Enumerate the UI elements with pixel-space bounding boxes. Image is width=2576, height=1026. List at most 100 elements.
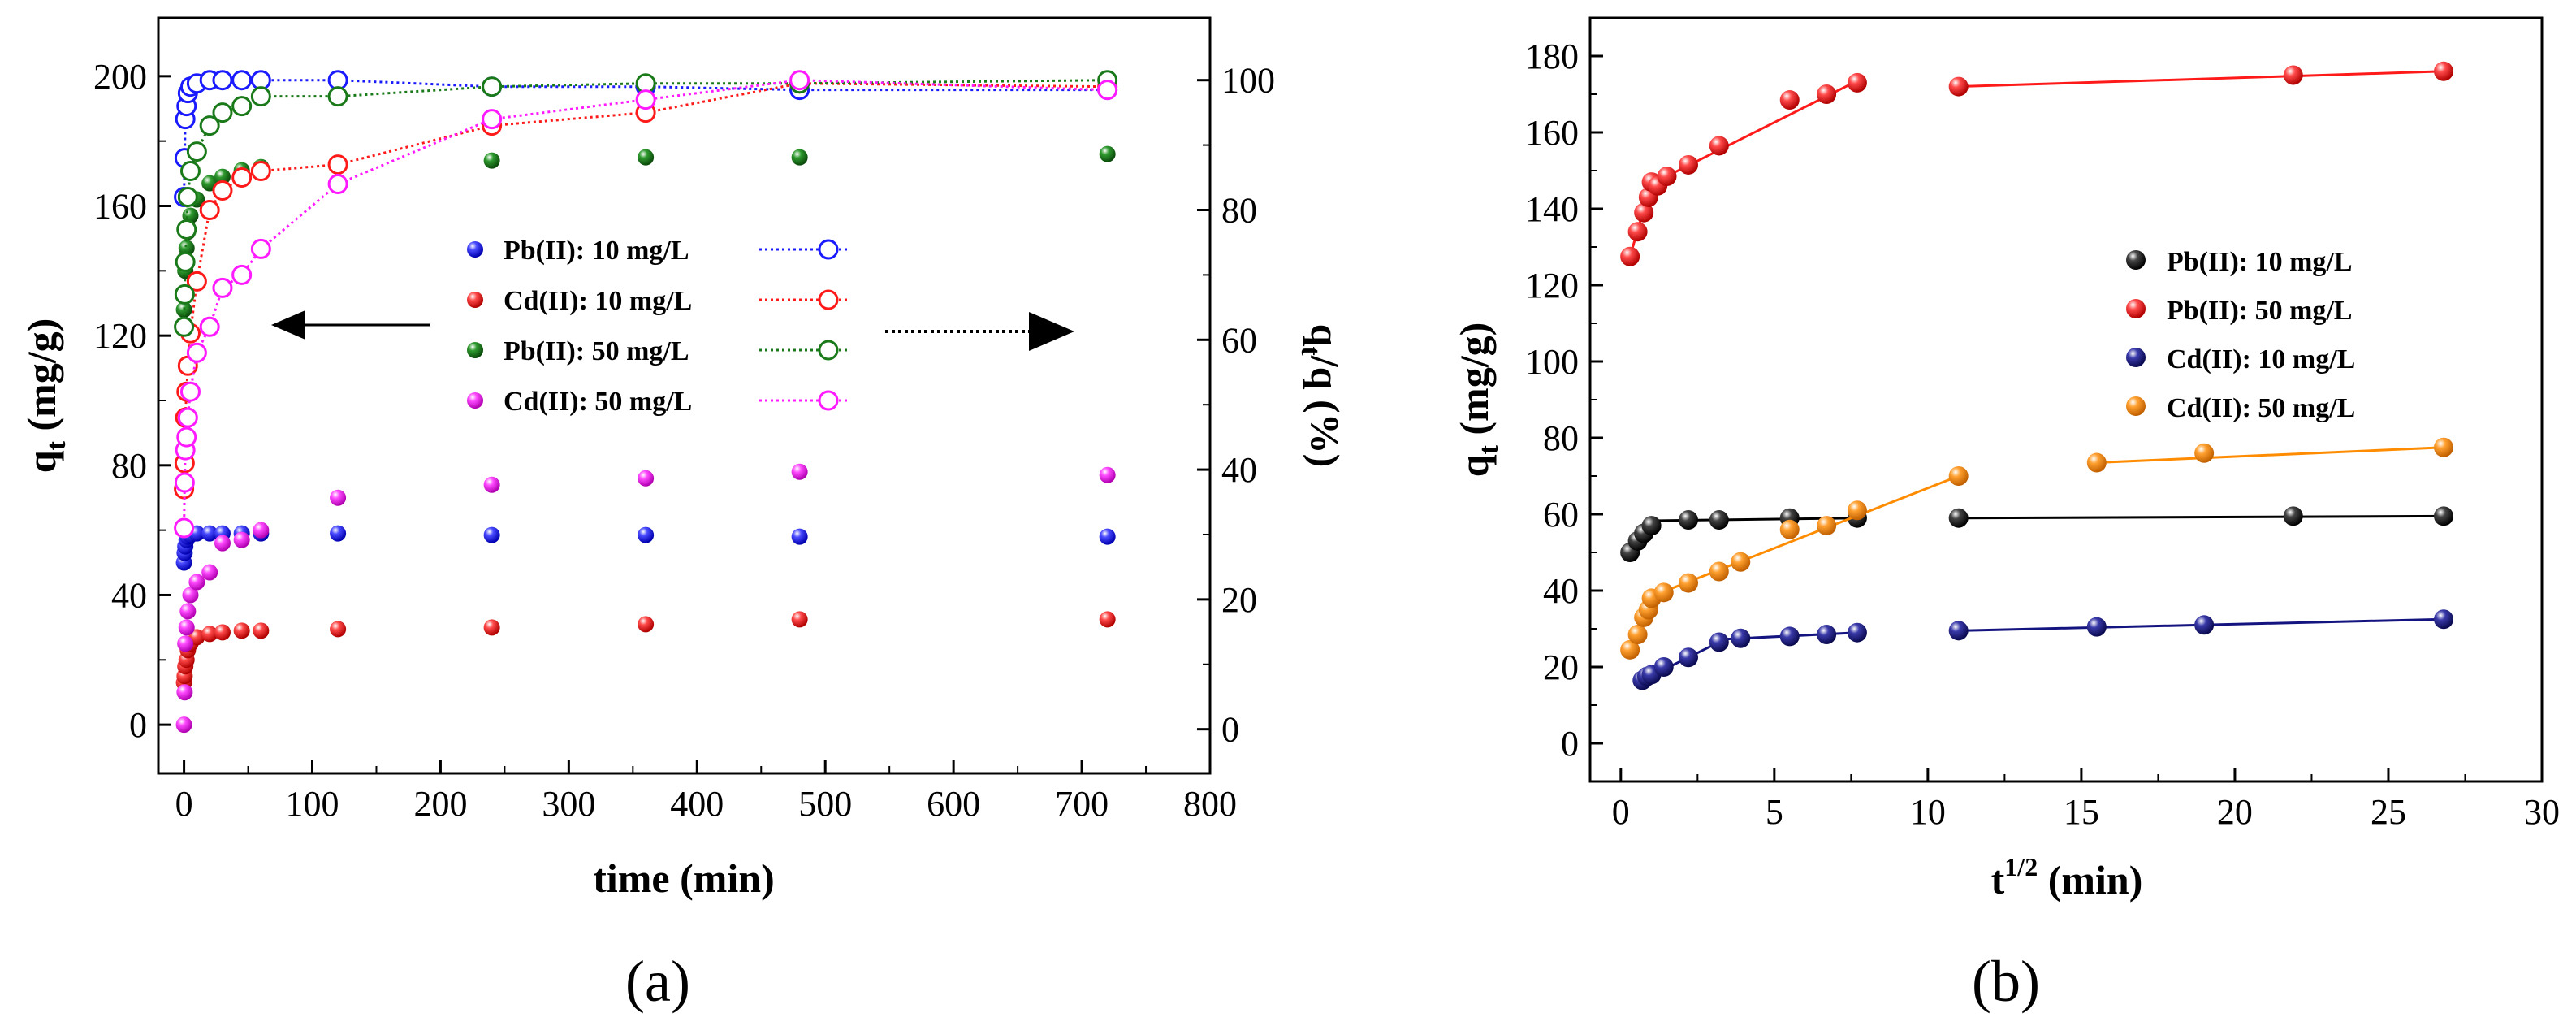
- panel-b-x-tick-label: 30: [2524, 792, 2560, 832]
- panel-a-data-point: [186, 141, 207, 162]
- legend-label-pb50: Pb(II): 50 mg/L: [504, 336, 689, 366]
- panel-a-series-1: [175, 611, 1116, 691]
- panel-a-data-point: [212, 277, 233, 298]
- legend-open-marker-cd50: [818, 390, 839, 411]
- panel-a-data-point: [176, 219, 197, 240]
- legend-marker-cd10: [467, 292, 483, 308]
- panel-a-data-point: [186, 342, 207, 363]
- panel-b-data-point: [1657, 167, 1677, 187]
- panel-b-data-point: [1847, 500, 1867, 521]
- panel-b-data-point: [1653, 582, 1674, 603]
- panel-b-y-tick-label: 160: [1525, 113, 1579, 153]
- panel-a-data-point: [175, 251, 196, 272]
- panel-b-data-point: [1678, 154, 1698, 175]
- panel-b-data-point: [1948, 508, 1969, 528]
- panel-b-y-tick-label: 20: [1543, 647, 1579, 687]
- panel-a-data-point: [327, 174, 348, 195]
- legend-label-b-pb50: Pb(II): 50 mg/L: [2167, 296, 2353, 326]
- panel-a-data-point: [327, 86, 348, 107]
- legend-marker-pb10: [467, 241, 483, 258]
- panel-a-data-point: [182, 587, 199, 604]
- panel-a-data-point: [638, 149, 655, 166]
- panel-b-data-point: [1948, 76, 1969, 97]
- panel-b-data-point: [1678, 573, 1698, 593]
- panel-b-data-point: [1817, 516, 1837, 536]
- panel-a-data-point: [174, 284, 195, 305]
- panel-a-data-point: [791, 611, 808, 628]
- legend-label-b-pb10: Pb(II): 10 mg/L: [2167, 247, 2353, 277]
- panel-b-data-point: [1653, 657, 1674, 677]
- panel-b-label: (b): [1972, 949, 2040, 1014]
- panel-b-data-point: [1779, 90, 1800, 110]
- panel-a-data-point: [188, 574, 205, 591]
- panel-b-fit-line: [1958, 514, 2444, 520]
- panel-a-data-point: [212, 70, 233, 91]
- panel-a-data-point: [177, 187, 198, 208]
- panel-a-data-point: [175, 716, 192, 734]
- panel-a-data-point: [199, 316, 220, 337]
- panel-a-data-point: [638, 526, 655, 543]
- panel-b-y-tick-label: 180: [1525, 37, 1579, 76]
- panel-a-chart: 0 100 200 300 400 500 600 700 800 0 40 80 120 160 200 0…: [19, 16, 1348, 1014]
- panel-a-data-point: [1099, 611, 1116, 628]
- panel-a-x-tick-label: 0: [175, 784, 193, 824]
- panel-a-y2-tick-label: 80: [1221, 190, 1257, 230]
- panel-a-data-point: [214, 624, 231, 641]
- panel-a-data-point: [233, 622, 250, 639]
- panel-a-data-point: [1099, 466, 1116, 483]
- panel-b-series-3: [1620, 437, 2454, 660]
- panel-b-x-tick-label: 15: [2064, 792, 2099, 832]
- panel-a-x-axis-title: time (min): [593, 855, 775, 901]
- panel-b-data-point: [1779, 626, 1800, 647]
- panel-a-data-point: [212, 102, 233, 123]
- panel-a-x-tick-label: 800: [1183, 784, 1237, 824]
- panel-a-data-point: [214, 168, 231, 185]
- panel-b-y-tick-label: 120: [1525, 266, 1579, 305]
- panel-a-y2-tick-label: 40: [1221, 450, 1257, 490]
- panel-a-data-point: [250, 161, 271, 182]
- panel-b-y-tick-label: 100: [1525, 342, 1579, 382]
- panel-b-data-point: [2434, 506, 2454, 526]
- panel-b-y-tick-label: 140: [1525, 189, 1579, 229]
- panel-a-data-point: [483, 619, 500, 636]
- panel-b-y-tick-label: 80: [1543, 418, 1579, 458]
- panel-b-data-point: [1817, 625, 1837, 645]
- panel-b-data-point: [1709, 510, 1729, 530]
- panel-a-y2-tick-label: 0: [1221, 710, 1239, 750]
- panel-a-data-point: [482, 76, 503, 97]
- panel-b-data-point: [2086, 452, 2107, 473]
- panel-b-x-tick-label: 25: [2371, 792, 2406, 832]
- panel-b-data-point: [1641, 516, 1662, 536]
- panel-a-data-point: [201, 626, 218, 643]
- panel-b-data-point: [1709, 561, 1729, 582]
- panel-b-legend: Pb(II): 10 mg/L Pb(II): 50 mg/L Cd(II): …: [2126, 247, 2355, 423]
- panel-a-data-point: [176, 426, 197, 448]
- panel-b-data-point: [1620, 639, 1640, 660]
- panel-a-data-point: [174, 472, 195, 493]
- panel-b-data-point: [2283, 65, 2303, 85]
- panel-a-y-tick-label: 40: [111, 575, 147, 615]
- panel-a-data-point: [186, 271, 207, 292]
- legend-marker-b-pb50: [2126, 299, 2146, 318]
- panel-a-data-point: [330, 621, 347, 638]
- legend-open-marker-pb10: [818, 239, 839, 260]
- panel-a-series-line: [183, 79, 1108, 327]
- panel-a-data-point: [214, 535, 231, 552]
- panel-b-fit-line: [1958, 70, 2444, 89]
- panel-b-data-point: [2086, 617, 2107, 637]
- panel-a-y-axis-title: qt (mg/g): [19, 318, 71, 473]
- panel-a-data-point: [1099, 145, 1116, 162]
- panel-b-x-axis-title: t1/2 (min): [1991, 852, 2143, 903]
- panel-b-data-point: [1731, 628, 1751, 648]
- panel-b-data-point: [1627, 625, 1648, 645]
- panel-b-data-point: [1948, 466, 1969, 486]
- panel-b-series-1: [1620, 61, 2454, 266]
- panel-a-data-point: [250, 86, 271, 107]
- panel-a-plot-frame: [157, 16, 1212, 775]
- panel-b-data-point: [1634, 202, 1654, 223]
- panel-a-x-tick-label: 500: [798, 784, 852, 824]
- panel-b-y-tick-label: 60: [1543, 495, 1579, 535]
- panel-a-y-tick-label: 120: [93, 316, 147, 356]
- panel-a-data-point: [199, 115, 220, 136]
